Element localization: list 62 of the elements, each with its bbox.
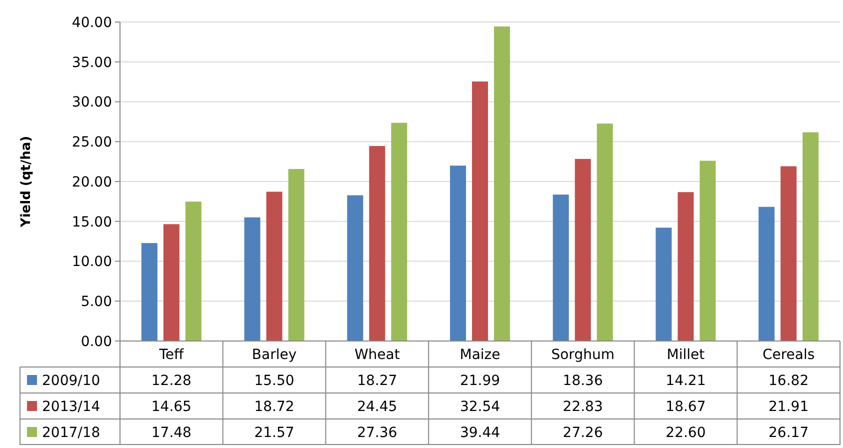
bar [678, 192, 694, 341]
y-tick-label: 30.00 [72, 94, 112, 111]
bar [450, 166, 466, 341]
x-tick-label: Sorghum [551, 346, 614, 363]
bar [347, 195, 364, 341]
data-label: 21.99 [460, 372, 500, 389]
y-tick-label: 0.00 [80, 334, 112, 350]
data-label: 15.50 [254, 372, 294, 389]
data-label: 18.36 [562, 372, 603, 389]
data-label: 14.21 [666, 372, 706, 389]
bar [758, 206, 775, 341]
legend-label: 2017/18 [42, 424, 100, 441]
bar [141, 243, 158, 341]
y-tick-label: 15.00 [72, 214, 112, 230]
data-label: 17.48 [151, 424, 192, 441]
bar [244, 217, 260, 341]
bar [656, 228, 672, 341]
data-label: 16.82 [768, 372, 809, 389]
bar [185, 202, 202, 341]
x-tick-label: Maize [460, 346, 500, 363]
bar [266, 192, 282, 341]
y-tick-label: 40.00 [72, 14, 112, 31]
data-label: 24.45 [357, 398, 398, 415]
bar [780, 166, 797, 341]
y-tick-label: 35.00 [72, 54, 112, 71]
y-tick-label: 25.00 [72, 134, 112, 151]
x-tick-label: Teff [158, 346, 184, 363]
data-label: 22.83 [562, 398, 603, 415]
data-label: 27.26 [562, 424, 603, 441]
bar [369, 146, 386, 341]
data-label: 32.54 [460, 398, 500, 415]
bar [552, 194, 569, 341]
bar [596, 124, 613, 341]
bar [391, 122, 408, 341]
data-label: 18.27 [357, 372, 398, 389]
y-tick-label: 5.00 [80, 294, 112, 310]
data-label: 22.60 [666, 424, 706, 441]
data-label: 12.28 [151, 372, 192, 389]
bar [494, 26, 510, 341]
x-tick-label: Cereals [762, 346, 815, 363]
data-label: 26.17 [768, 424, 809, 441]
bar [472, 81, 488, 341]
x-tick-label: Millet [666, 346, 706, 363]
data-label: 39.44 [460, 424, 500, 441]
bar [574, 158, 591, 341]
data-label: 14.65 [151, 398, 192, 415]
data-label: 27.36 [357, 424, 398, 441]
bar [163, 224, 180, 341]
legend-label: 2009/10 [42, 372, 100, 389]
data-label: 18.72 [254, 398, 294, 415]
y-tick-label: 20.00 [72, 174, 112, 190]
legend-label: 2013/14 [42, 398, 100, 415]
data-label: 21.57 [254, 424, 294, 441]
x-tick-label: Wheat [354, 346, 400, 363]
data-label: 18.67 [666, 398, 706, 415]
bar [700, 160, 716, 341]
y-tick-label: 10.00 [72, 254, 112, 270]
bar [802, 132, 819, 341]
data-label: 21.91 [768, 398, 809, 415]
bar [288, 168, 304, 341]
x-tick-label: Barley [252, 346, 297, 363]
y-axis-title: Yield (qt/ha) [19, 136, 34, 228]
